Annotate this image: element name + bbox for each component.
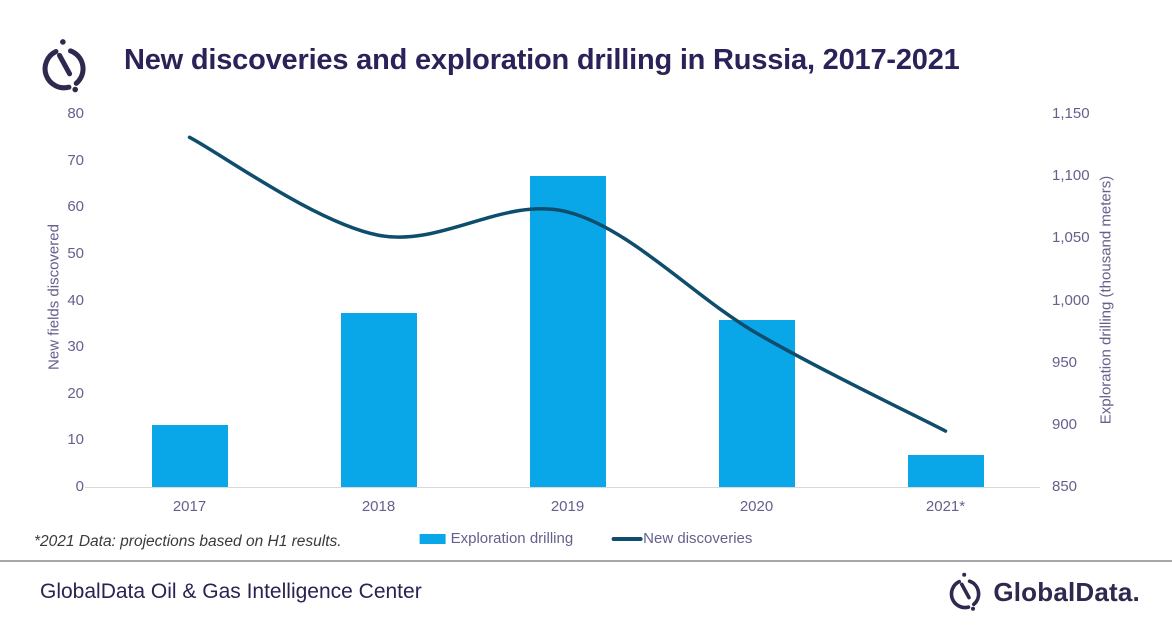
y-tick-label: 900 <box>1052 415 1078 433</box>
legend-item-exploration-drilling: Exploration drilling <box>419 530 574 547</box>
y-tick-label: 950 <box>1052 353 1078 371</box>
x-axis-line <box>85 487 1040 488</box>
brand-name: GlobalData. <box>993 576 1140 607</box>
y-tick-label: 70 <box>67 151 84 169</box>
x-tick-label: 2021* <box>925 498 966 515</box>
footnote: *2021 Data: projections based on H1 resu… <box>34 533 342 550</box>
y-tick-label: 60 <box>67 198 84 216</box>
legend: Exploration drilling New discoveries <box>419 530 752 547</box>
bar <box>151 424 228 487</box>
x-tick-label: 2018 <box>361 498 396 515</box>
y-tick-label: 80 <box>67 105 84 122</box>
y-tick-label: 50 <box>67 244 84 262</box>
bar <box>718 320 795 487</box>
page-title: New discoveries and exploration drilling… <box>124 44 960 76</box>
legend-bar-swatch <box>419 533 446 544</box>
y-tick-label: 850 <box>1052 478 1078 495</box>
bar <box>340 312 417 487</box>
y-tick-label: 1,000 <box>1052 291 1090 309</box>
y-tick-label: 30 <box>67 338 84 356</box>
x-tick-label: 2017 <box>172 498 207 515</box>
y-tick-label: 10 <box>67 431 84 449</box>
x-tick-label: 2019 <box>550 498 585 515</box>
legend-label: New discoveries <box>643 530 753 547</box>
x-tick-label: 2020 <box>739 498 774 515</box>
y-tick-label: 1,100 <box>1052 167 1090 185</box>
globaldata-logo-icon <box>950 572 981 611</box>
y-tick-label: 40 <box>67 291 84 309</box>
globaldata-logo-icon <box>42 39 86 93</box>
y-tick-label: 1,150 <box>1052 105 1090 122</box>
bar <box>529 176 606 487</box>
legend-line-swatch <box>611 536 643 541</box>
y-tick-label: 1,050 <box>1052 229 1090 247</box>
legend-item-new-discoveries: New discoveries <box>611 530 752 547</box>
legend-label: Exploration drilling <box>450 530 574 547</box>
chart-area: New fields discovered Exploration drilli… <box>46 105 1115 515</box>
bar <box>907 454 984 487</box>
footer-divider <box>0 560 1172 562</box>
footer-title: GlobalData Oil & Gas Intelligence Center <box>40 580 422 603</box>
footer-brand: GlobalData. <box>945 570 1140 614</box>
y-tick-label: 20 <box>67 384 84 402</box>
y-tick-label: 0 <box>75 478 84 495</box>
